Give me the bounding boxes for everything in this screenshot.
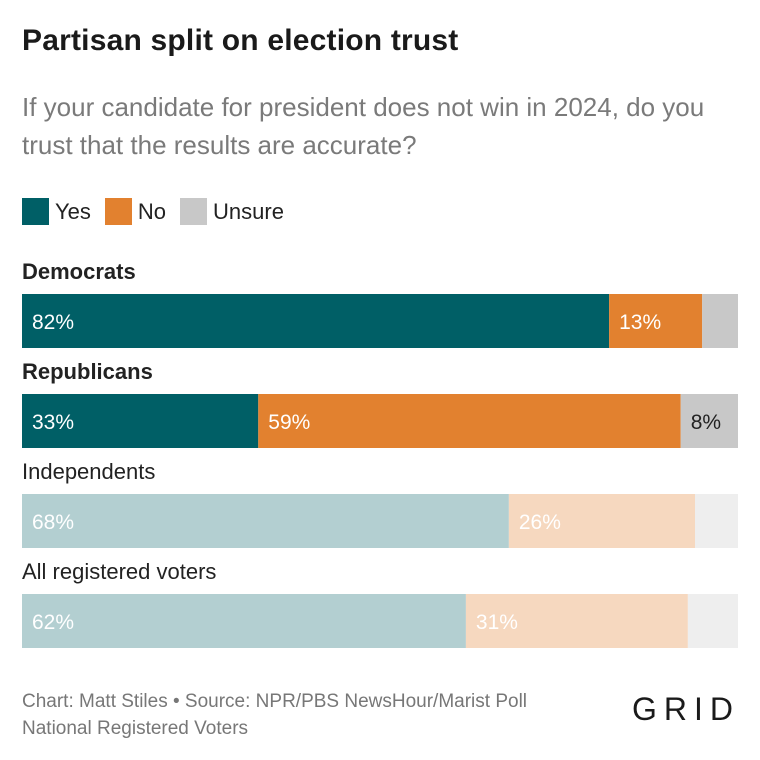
bar-independents-yes [22,494,509,548]
bar-all-registered-voters-unsure [687,594,738,648]
data-label-democrats-no: 13% [619,311,661,334]
page-title: Partisan split on election trust [22,24,459,57]
category-label-all-registered-voters: All registered voters [22,559,216,584]
legend-label-no: No [137,198,167,224]
data-label-democrats-yes: 82% [32,311,74,334]
page-subtitle: If your candidate for president does not… [22,92,705,160]
grid-logo: GRID [632,691,740,727]
legend-swatch-yes [22,198,49,225]
data-label-republicans-unsure: 8% [691,411,721,434]
bar-democrats-no [609,294,703,348]
legend-item-yes: Yes [22,198,91,225]
data-label-all-registered-voters-yes: 62% [32,611,74,634]
data-label-independents-no: 26% [519,511,561,534]
category-label-republicans: Republicans [22,359,153,384]
footer-credit: Chart: Matt Stiles • Source: NPR/PBS New… [22,691,528,712]
bar-all-registered-voters-no [465,594,688,648]
data-label-republicans-no: 59% [268,411,310,434]
data-label-all-registered-voters-no: 31% [476,611,518,634]
legend-swatch-no [104,198,132,225]
chart-footer: Chart: Matt Stiles • Source: NPR/PBS New… [22,688,527,742]
footer-source-detail: National Registered Voters [22,718,249,739]
category-label-democrats: Democrats [22,259,136,284]
legend-label-unsure: Unsure [213,198,284,224]
data-label-republicans-yes: 33% [32,411,74,434]
legend-item-no: No [104,198,167,225]
legend-label-yes: Yes [55,198,91,224]
bar-democrats-unsure [702,294,738,348]
legend-swatch-unsure [180,198,208,225]
category-label-independents: Independents [22,459,155,484]
legend-item-unsure: Unsure [180,198,284,225]
bar-all-registered-voters-yes [22,594,466,648]
bar-democrats-yes [22,294,610,348]
chart-legend: Yes No Unsure [22,198,298,225]
bar-republicans-unsure [680,394,738,448]
bar-republicans-no [258,394,681,448]
bar-republicans-yes [22,394,259,448]
data-label-independents-yes: 68% [32,511,74,534]
bar-independents-no [508,494,696,548]
bar-independents-unsure [695,494,738,548]
